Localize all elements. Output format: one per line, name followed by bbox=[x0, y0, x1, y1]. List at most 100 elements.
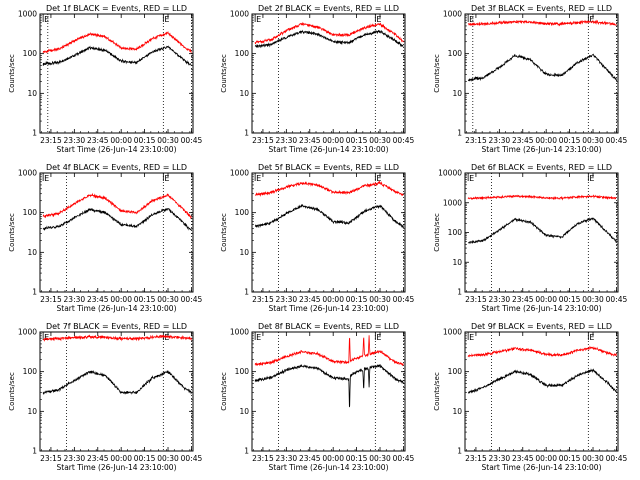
panel-title: Det 3f BLACK = Events, RED = LLD bbox=[471, 4, 612, 13]
plot-frame bbox=[39, 331, 194, 452]
series-lld-line bbox=[255, 180, 404, 197]
panel-title: Det 2f BLACK = Events, RED = LLD bbox=[258, 4, 399, 13]
panel-7: Det 7f BLACK = Events, RED = LLD 1 10 100 10… bbox=[8, 322, 202, 472]
x-tick-label: 23:45 bbox=[512, 295, 534, 304]
panel-title: Det 1f BLACK = Events, RED = LLD bbox=[46, 4, 187, 13]
x-tick-label: 00:30 bbox=[582, 136, 604, 145]
y-tick-label: 100 bbox=[448, 49, 463, 58]
series-events-line bbox=[42, 207, 192, 231]
event-marker-label: E bbox=[589, 15, 594, 24]
x-axis-label: Start Time (26-Jun-14 23:10:00) bbox=[269, 304, 389, 313]
x-tick-label: 23:15 bbox=[40, 136, 62, 145]
y-tick-label: 1 bbox=[32, 447, 37, 456]
panel-6: Det 6f BLACK = Events, RED = LLD 1 10 100 10… bbox=[433, 163, 627, 313]
x-tick-label: 00:45 bbox=[606, 136, 628, 145]
x-tick-label: 00:15 bbox=[346, 454, 368, 463]
x-tick-label: 00:15 bbox=[134, 136, 156, 145]
y-tick-label: 100 bbox=[235, 49, 250, 58]
y-tick-label: 1000 bbox=[443, 198, 462, 207]
x-tick-label: 23:15 bbox=[465, 136, 487, 145]
series-lld-line bbox=[467, 194, 617, 201]
y-tick-label: 100 bbox=[448, 228, 463, 237]
x-tick-label: 00:00 bbox=[322, 136, 344, 145]
x-tick-label: 00:00 bbox=[110, 454, 132, 463]
y-tick-label: 10 bbox=[452, 258, 462, 267]
x-axis-label: Start Time (26-Jun-14 23:10:00) bbox=[482, 145, 602, 154]
x-tick-label: 23:30 bbox=[489, 136, 511, 145]
x-tick-label: 00:00 bbox=[110, 136, 132, 145]
x-axis-label: Start Time (26-Jun-14 23:10:00) bbox=[57, 463, 177, 472]
x-tick-label: 23:30 bbox=[276, 454, 298, 463]
x-tick-label: 00:30 bbox=[157, 295, 179, 304]
x-tick-label: 23:15 bbox=[40, 454, 62, 463]
x-tick-label: 00:45 bbox=[181, 295, 203, 304]
event-marker-label: E bbox=[376, 174, 381, 183]
y-tick-label: 1 bbox=[32, 129, 37, 138]
panel-9: Det 9f BLACK = Events, RED = LLD 1 10 100 10… bbox=[433, 322, 627, 472]
event-marker-label: E bbox=[469, 174, 474, 183]
y-tick-label: 1 bbox=[32, 288, 37, 297]
x-tick-label: 00:00 bbox=[535, 454, 557, 463]
event-marker-label: E bbox=[44, 333, 49, 342]
y-tick-label: 1000 bbox=[443, 328, 462, 337]
y-tick-label: 1 bbox=[457, 129, 462, 138]
y-tick-label: 10 bbox=[452, 407, 462, 416]
x-tick-label: 23:15 bbox=[252, 454, 274, 463]
plot-frame bbox=[464, 13, 619, 134]
panel-title: Det 7f BLACK = Events, RED = LLD bbox=[46, 322, 187, 331]
panel-8: Det 8f BLACK = Events, RED = LLD 1 10 100 10… bbox=[220, 322, 414, 472]
y-tick-label: 100 bbox=[23, 367, 38, 376]
y-tick-label: 10000 bbox=[438, 169, 462, 178]
x-tick-label: 00:30 bbox=[582, 454, 604, 463]
event-marker-label: E bbox=[256, 174, 261, 183]
y-axis-label: Counts/sec bbox=[220, 372, 228, 411]
y-tick-label: 1000 bbox=[18, 10, 37, 19]
y-tick-label: 1000 bbox=[443, 10, 462, 19]
y-axis-label: Counts/sec bbox=[433, 213, 441, 252]
panel-5: Det 5f BLACK = Events, RED = LLD 1 10 100 10… bbox=[220, 163, 414, 313]
y-axis-label: Counts/sec bbox=[433, 54, 441, 93]
x-tick-label: 23:30 bbox=[276, 136, 298, 145]
event-marker-label: E bbox=[376, 333, 381, 342]
y-tick-label: 100 bbox=[448, 367, 463, 376]
x-tick-label: 00:15 bbox=[346, 295, 368, 304]
event-marker-label: E bbox=[44, 174, 49, 183]
x-axis-label: Start Time (26-Jun-14 23:10:00) bbox=[269, 463, 389, 472]
y-tick-label: 1 bbox=[457, 288, 462, 297]
y-tick-label: 1 bbox=[244, 447, 249, 456]
plot-frame bbox=[251, 172, 406, 293]
y-tick-label: 1000 bbox=[18, 169, 37, 178]
y-axis-label: Counts/sec bbox=[8, 372, 16, 411]
panel-title: Det 4f BLACK = Events, RED = LLD bbox=[46, 163, 187, 172]
plot-frame bbox=[39, 13, 194, 134]
x-tick-label: 00:45 bbox=[606, 295, 628, 304]
y-axis-label: Counts/sec bbox=[8, 54, 16, 93]
y-tick-label: 10 bbox=[239, 248, 249, 257]
y-tick-label: 1000 bbox=[230, 169, 249, 178]
x-tick-label: 00:45 bbox=[393, 295, 415, 304]
series-lld-line bbox=[254, 21, 404, 45]
x-tick-label: 00:30 bbox=[369, 136, 391, 145]
y-tick-label: 100 bbox=[23, 208, 38, 217]
x-tick-label: 23:15 bbox=[465, 295, 487, 304]
panel-title: Det 5f BLACK = Events, RED = LLD bbox=[258, 163, 399, 172]
series-events-line bbox=[467, 368, 617, 394]
x-tick-label: 00:15 bbox=[134, 295, 156, 304]
event-marker-label: E bbox=[256, 15, 261, 24]
plot-frame bbox=[464, 331, 619, 452]
event-marker-label: E bbox=[469, 333, 474, 342]
x-axis-label: Start Time (26-Jun-14 23:10:00) bbox=[269, 145, 389, 154]
x-tick-label: 23:30 bbox=[64, 295, 86, 304]
event-marker-label: E bbox=[469, 15, 474, 24]
event-marker-label: E bbox=[376, 15, 381, 24]
x-tick-label: 23:30 bbox=[276, 295, 298, 304]
series-lld-line bbox=[42, 192, 192, 220]
event-marker-label: E bbox=[164, 333, 169, 342]
x-tick-label: 00:00 bbox=[322, 454, 344, 463]
x-tick-label: 00:30 bbox=[157, 136, 179, 145]
series-events-line bbox=[467, 53, 617, 82]
y-tick-label: 100 bbox=[23, 49, 38, 58]
y-tick-label: 100 bbox=[235, 367, 250, 376]
plot-frame bbox=[251, 331, 406, 452]
